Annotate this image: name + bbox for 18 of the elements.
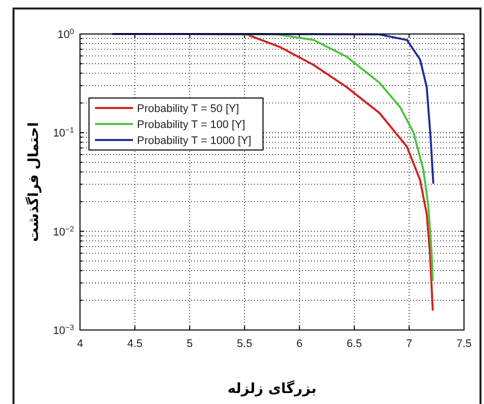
x-tick-label: 7	[406, 338, 412, 350]
x-tick-label: 7.5	[456, 338, 472, 350]
y-tick-label: 10$^{−1}$	[52, 125, 74, 140]
x-tick-label: 5	[186, 338, 193, 350]
legend-label: Probability T = 50 [Y]	[137, 103, 240, 115]
x-tick-label: 6	[296, 338, 302, 350]
x-tick-label: 5.5	[236, 338, 252, 350]
x-tick-label: 4	[76, 338, 84, 350]
y-tick-label: 10$^{0}$	[57, 26, 74, 41]
legend-label: Probability T = 100 [Y]	[137, 119, 246, 131]
y-tick-label: 10$^{−2}$	[52, 224, 74, 238]
legend-label: Probability T = 1000 [Y]	[137, 135, 252, 147]
y-tick-label: 10$^{−3}$	[52, 322, 74, 337]
x-tick-label: 6.5	[346, 338, 362, 350]
y-axis-title: احتمال فراگذشت	[25, 122, 42, 242]
x-tick-label: 4.5	[127, 338, 143, 350]
x-axis-title: بزرگای زلزله	[228, 380, 316, 397]
line-series	[112, 33, 434, 184]
